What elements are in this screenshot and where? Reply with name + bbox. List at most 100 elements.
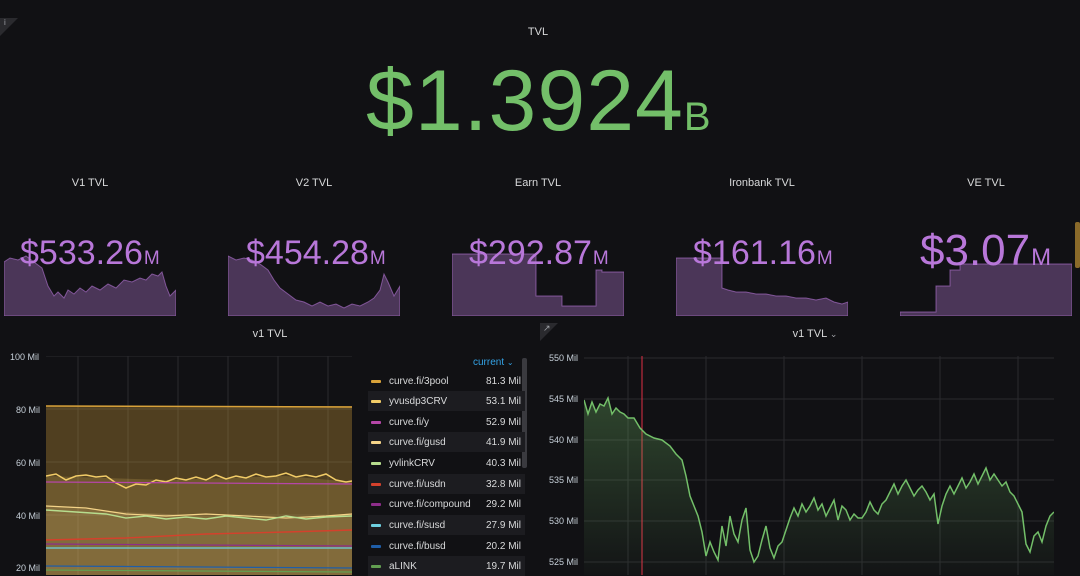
ironbank-tvl-number: $161.16	[693, 234, 816, 272]
tvl-series-line	[584, 395, 1054, 564]
legend-item[interactable]: curve.fi/gusd 41.9 Mil	[368, 432, 525, 452]
earn-tvl-title: Earn TVL	[514, 177, 562, 189]
series-usdn-line	[46, 529, 352, 541]
earn-tvl-sparkline	[452, 253, 624, 316]
right-chart-title: v1 TVL	[792, 328, 827, 340]
legend-item[interactable]: curve.fi/compound 29.2 Mil	[368, 494, 525, 514]
legend-swatch	[371, 544, 381, 548]
right-y-tick: 545 Mil	[549, 394, 579, 404]
series-y-line	[46, 481, 352, 485]
legend-swatch	[371, 482, 381, 486]
left-chart-plot[interactable]	[46, 356, 352, 575]
right-chart-title-menu[interactable]: v1 TVL ⌄	[775, 328, 855, 340]
ve-tvl-unit: M	[1031, 244, 1052, 271]
legend-item[interactable]: curve.fi/y 52.9 Mil	[368, 412, 525, 432]
right-y-tick: 535 Mil	[549, 475, 579, 485]
legend-item-name: curve.fi/busd	[389, 540, 446, 552]
ve-tvl-value: $3.07M	[920, 226, 1051, 276]
left-y-tick: 40 Mil	[16, 511, 41, 521]
legend-item[interactable]: curve.fi/3pool 81.3 Mil	[368, 371, 525, 391]
legend-swatch	[371, 379, 381, 383]
legend-item-value: 20.2 Mil	[485, 540, 521, 552]
earn-tvl-number: $292.87	[469, 234, 592, 272]
legend-item-name: curve.fi/3pool	[389, 375, 449, 387]
left-y-tick: 20 Mil	[16, 563, 41, 573]
v2-tvl-title: V2 TVL	[295, 177, 333, 189]
legend-item-name: curve.fi/susd	[389, 519, 446, 531]
legend-item-value: 53.1 Mil	[485, 395, 521, 407]
legend-item[interactable]: curve.fi/susd 27.9 Mil	[368, 515, 525, 535]
right-y-tick: 525 Mil	[549, 557, 579, 567]
info-icon[interactable]: i	[4, 18, 6, 27]
legend-item[interactable]: aLINK 19.7 Mil	[368, 556, 525, 576]
right-chart-plot[interactable]	[584, 356, 1054, 575]
tvl-value: $1.3924B	[366, 52, 712, 151]
v1-tvl-sparkline-area	[4, 255, 176, 316]
v1-tvl-value: $533.26M	[20, 234, 160, 273]
legend-item-name: curve.fi/compound	[389, 498, 471, 510]
ironbank-tvl-unit: M	[816, 248, 833, 269]
v1-tvl-number: $533.26	[20, 234, 143, 272]
series-gusd-fill	[46, 506, 352, 575]
legend-swatch	[371, 399, 381, 403]
legend-item[interactable]: yvusdp3CRV 53.1 Mil	[368, 391, 525, 411]
earn-tvl-unit: M	[592, 248, 609, 269]
series-alink-line	[46, 569, 352, 573]
ve-tvl-sparkline-area	[900, 263, 1072, 316]
legend-item-value: 52.9 Mil	[485, 416, 521, 428]
sort-desc-icon: ⌄	[506, 358, 514, 367]
tvl-series-area	[584, 398, 1054, 575]
legend-item-name: yvlinkCRV	[389, 457, 435, 469]
legend-swatch	[371, 564, 381, 568]
v2-tvl-sparkline	[228, 255, 400, 316]
v2-tvl-sparkline-area	[228, 255, 400, 316]
legend-item-value: 32.8 Mil	[485, 478, 521, 490]
ironbank-tvl-sparkline-area	[676, 257, 848, 316]
legend-swatch	[371, 440, 381, 444]
panel-edit-corner[interactable]: ↗	[540, 323, 558, 341]
series-gusd-line	[46, 505, 352, 519]
right-y-tick: 550 Mil	[549, 353, 579, 363]
legend-header-label: current	[473, 357, 505, 368]
legend-scrollbar[interactable]	[522, 358, 527, 468]
series-compound-line	[46, 543, 352, 547]
legend-item-value: 27.9 Mil	[485, 519, 521, 531]
legend-item[interactable]: curve.fi/busd 20.2 Mil	[368, 536, 525, 556]
legend-item-value: 81.3 Mil	[485, 375, 521, 387]
series-yvusdp3crv-line	[46, 472, 352, 489]
ve-tvl-number: $3.07	[920, 226, 1031, 275]
legend-item[interactable]: yvlinkCRV 40.3 Mil	[368, 453, 525, 473]
tvl-value-number: $1.3924	[366, 53, 684, 149]
legend-swatch	[371, 420, 381, 424]
page-scroll-handle[interactable]	[1075, 222, 1080, 268]
v1-tvl-sparkline	[4, 255, 176, 316]
ve-tvl-sparkline	[900, 263, 1072, 316]
left-y-tick: 80 Mil	[16, 405, 41, 415]
legend-swatch	[371, 461, 381, 465]
legend-swatch	[371, 502, 381, 506]
series-yvusdp3crv-fill	[46, 476, 352, 575]
ironbank-tvl-sparkline	[676, 257, 848, 316]
v2-tvl-number: $454.28	[246, 234, 369, 272]
legend-item-name: curve.fi/usdn	[389, 478, 446, 490]
legend-item-name: aLINK	[389, 560, 417, 572]
ve-tvl-title: VE TVL	[967, 177, 1005, 189]
legend-item[interactable]: curve.fi/usdn 32.8 Mil	[368, 474, 525, 494]
legend-item-value: 41.9 Mil	[485, 436, 521, 448]
v2-tvl-value: $454.28M	[246, 234, 386, 273]
panel-info-corner[interactable]: i	[0, 18, 18, 36]
v2-tvl-unit: M	[369, 248, 386, 269]
left-y-tick: 60 Mil	[16, 458, 41, 468]
legend-item-value: 40.3 Mil	[485, 457, 521, 469]
earn-tvl-value: $292.87M	[469, 234, 609, 273]
legend-item-name: curve.fi/y	[389, 416, 430, 428]
left-y-tick: 100 Mil	[10, 352, 40, 362]
series-yvlinkcrv-line	[46, 509, 352, 521]
legend-item-value: 19.7 Mil	[485, 560, 521, 572]
tvl-value-unit: B	[683, 95, 712, 139]
right-y-tick: 530 Mil	[549, 516, 579, 526]
legend-sort-current[interactable]: current ⌄	[473, 357, 514, 368]
external-link-icon[interactable]: ↗	[543, 323, 551, 333]
ironbank-tvl-title: Ironbank TVL	[729, 177, 795, 189]
left-chart-title: v1 TVL	[252, 328, 288, 340]
